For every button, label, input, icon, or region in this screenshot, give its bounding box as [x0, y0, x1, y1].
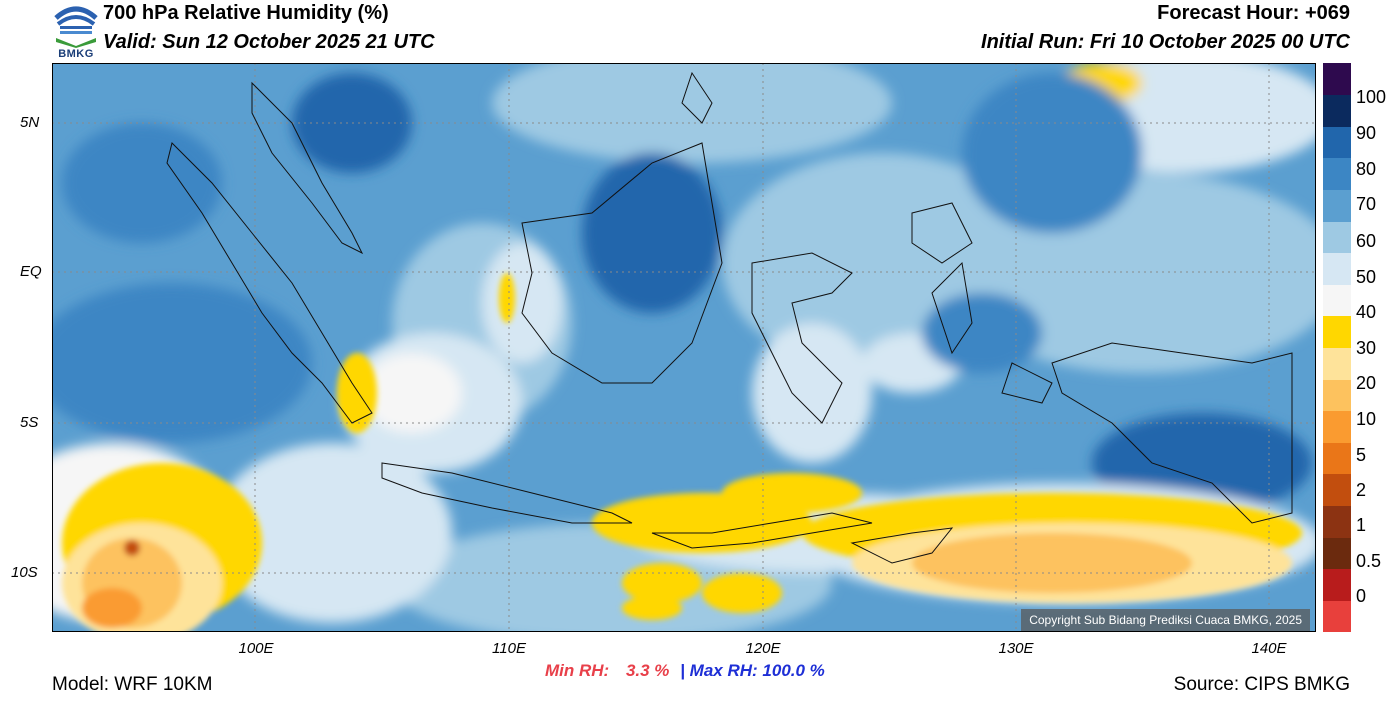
map-title: 700 hPa Relative Humidity (%)	[103, 2, 389, 24]
colorbar-segment	[1323, 347, 1351, 380]
colorbar-segment	[1323, 94, 1351, 127]
colorbar-segment	[1323, 63, 1351, 96]
colorbar-label-70: 70	[1356, 194, 1377, 214]
colorbar-label-90: 90	[1356, 123, 1377, 143]
colorbar-label-100: 100	[1356, 87, 1387, 107]
min-rh-value: 3.3 %	[625, 661, 670, 680]
colorbar-segment	[1323, 442, 1351, 475]
colorbar-segment	[1323, 505, 1351, 538]
model-info: Model: WRF 10KM	[52, 674, 213, 695]
colorbar-label-2: 2	[1356, 480, 1367, 500]
colorbar-label-10: 10	[1356, 409, 1377, 429]
stats-separator: |	[680, 661, 685, 680]
colorbar-segment	[1323, 189, 1351, 222]
copyright-notice: Copyright Sub Bidang Prediksi Cuaca BMKG…	[1021, 609, 1310, 631]
colorbar-segment	[1323, 126, 1351, 159]
initial-run: Initial Run: Fri 10 October 2025 00 UTC	[981, 31, 1350, 53]
colorbar-segment	[1323, 157, 1351, 190]
colorbar-label-80: 80	[1356, 159, 1377, 179]
colorbar-label-0-5: 0.5	[1356, 551, 1382, 571]
colorbar-segment	[1323, 315, 1351, 348]
humidity-map: Copyright Sub Bidang Prediksi Cuaca BMKG…	[52, 63, 1316, 632]
min-rh-label: Min RH:	[545, 661, 610, 680]
lat-label-5n: 5N	[20, 114, 40, 131]
source-info: Source: CIPS BMKG	[1173, 674, 1350, 695]
colorbar-label-20: 20	[1356, 373, 1377, 393]
lat-label-eq: EQ	[20, 263, 42, 280]
colorbar-segment	[1323, 221, 1351, 254]
colorbar-label-30: 30	[1356, 338, 1377, 358]
max-rh-label: Max RH:	[689, 661, 758, 680]
colorbar-segment	[1323, 379, 1351, 412]
colorbar-label-50: 50	[1356, 267, 1377, 287]
colorbar	[1323, 63, 1351, 633]
rh-stats: Min RH: 3.3 % | Max RH: 100.0 %	[545, 661, 825, 681]
max-rh-value: 100.0 %	[762, 661, 825, 680]
colorbar-segment	[1323, 568, 1351, 601]
valid-time: Valid: Sun 12 October 2025 21 UTC	[103, 31, 435, 53]
lon-label-110e: 110E	[492, 640, 526, 657]
colorbar-label-60: 60	[1356, 231, 1377, 251]
lon-label-100e: 100E	[238, 640, 274, 657]
colorbar-segment	[1323, 284, 1351, 317]
bmkg-logo: BMKG	[52, 2, 100, 60]
lon-label-140e: 140E	[1251, 640, 1287, 657]
lat-label-10s: 10S	[11, 564, 38, 581]
colorbar-segment	[1323, 537, 1351, 570]
colorbar-label-0: 0	[1356, 586, 1367, 606]
lon-label-120e: 120E	[745, 640, 781, 657]
colorbar-label-40: 40	[1356, 302, 1377, 322]
colorbar-segment	[1323, 600, 1351, 633]
colorbar-label-1: 1	[1356, 515, 1367, 535]
colorbar-segment	[1323, 410, 1351, 443]
lat-label-5s: 5S	[20, 414, 39, 431]
lon-label-130e: 130E	[998, 640, 1034, 657]
colorbar-label-5: 5	[1356, 445, 1367, 465]
colorbar-segment	[1323, 473, 1351, 507]
colorbar-segment	[1323, 252, 1351, 285]
forecast-hour: Forecast Hour: +069	[1157, 2, 1350, 24]
logo-text: BMKG	[58, 48, 94, 60]
